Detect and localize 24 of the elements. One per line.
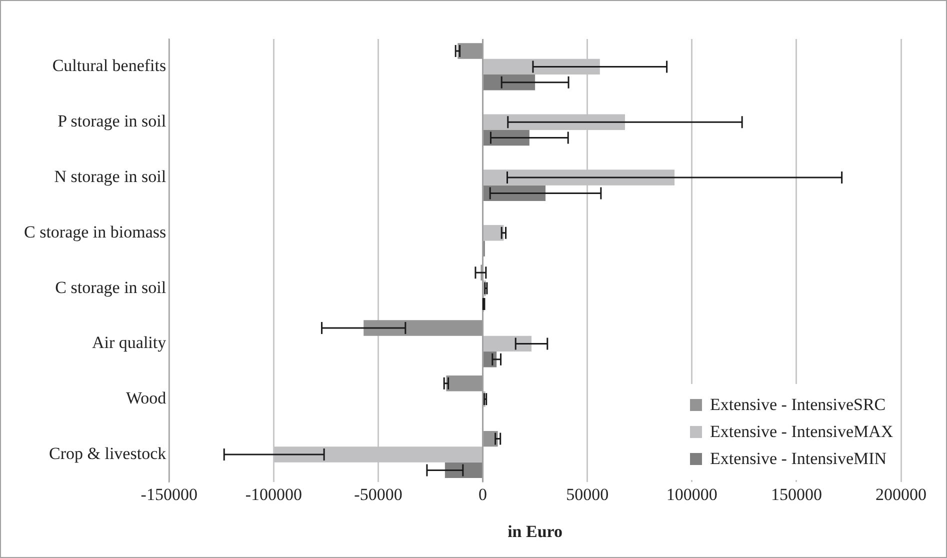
y-tick-label: Air quality bbox=[92, 333, 167, 352]
x-tick-label: -50000 bbox=[354, 484, 402, 504]
legend-label: Extensive - IntensiveMAX bbox=[710, 422, 894, 442]
y-tick-label: Wood bbox=[126, 388, 167, 408]
x-tick-label: 0 bbox=[478, 484, 488, 504]
x-tick-label: -100000 bbox=[245, 484, 302, 504]
bar bbox=[484, 225, 504, 241]
y-tick-label: C storage in soil bbox=[55, 278, 166, 297]
x-tick-label: -150000 bbox=[140, 484, 198, 504]
x-tick-label: 200000 bbox=[876, 484, 926, 504]
bar bbox=[484, 336, 532, 352]
y-tick-label: Crop & livestock bbox=[49, 444, 167, 463]
y-tick-label: N storage in soil bbox=[54, 166, 166, 186]
x-axis-title: in Euro bbox=[508, 522, 563, 542]
bar bbox=[484, 74, 536, 90]
y-tick-label: C storage in biomass bbox=[24, 222, 166, 242]
y-tick-label: P storage in soil bbox=[58, 112, 166, 131]
x-tick-label: 100000 bbox=[666, 484, 718, 504]
x-tick-label: 150000 bbox=[770, 484, 822, 504]
y-tick-label: Cultural benefits bbox=[52, 56, 166, 76]
legend-label: Extensive - IntensiveMIN bbox=[710, 449, 887, 470]
bar bbox=[444, 462, 482, 478]
legend-label: Extensive - IntensiveSRC bbox=[710, 395, 886, 416]
x-tick-label: 50000 bbox=[566, 484, 609, 504]
